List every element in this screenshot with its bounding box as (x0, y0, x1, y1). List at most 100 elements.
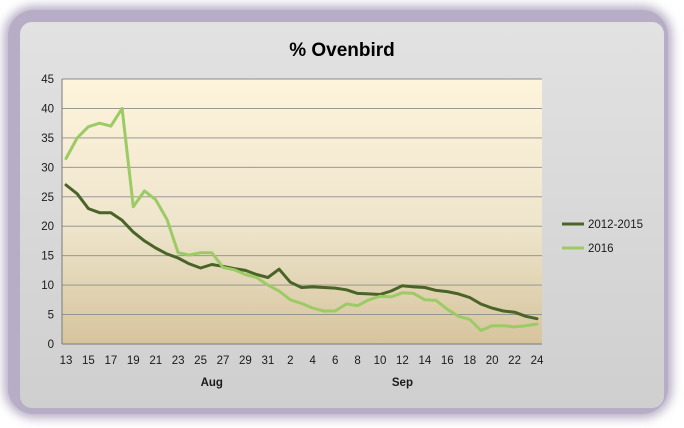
legend-label: 2016 (588, 243, 614, 255)
x-tick-label: 29 (239, 355, 252, 367)
x-tick-label: 12 (396, 355, 409, 367)
data-point (300, 286, 303, 289)
data-point (401, 292, 404, 294)
data-point (132, 231, 135, 233)
data-point (424, 286, 426, 289)
data-point (323, 310, 325, 312)
x-tick-label: 2 (287, 355, 293, 367)
x-tick-label: 6 (332, 355, 338, 367)
data-point (536, 317, 538, 320)
legend-item: 2016 (562, 243, 614, 255)
data-point (166, 218, 168, 220)
data-point (278, 268, 280, 271)
series-2 (64, 106, 539, 332)
x-tick-label: 22 (508, 355, 521, 367)
y-tick-label: 35 (41, 133, 54, 145)
data-point (188, 254, 191, 256)
data-point (334, 310, 336, 312)
y-tick-label: 40 (41, 103, 54, 115)
data-point (390, 290, 393, 292)
x-tick-label: 21 (149, 355, 162, 367)
data-point (457, 293, 460, 295)
data-point (525, 324, 527, 327)
data-point (480, 329, 482, 332)
legend-item: 2012-2015 (562, 219, 643, 231)
data-point (211, 263, 213, 266)
data-point (356, 292, 359, 295)
data-point (289, 281, 292, 284)
data-point (177, 257, 179, 259)
data-point (121, 219, 123, 222)
data-point (199, 267, 202, 269)
x-tick-label: 18 (463, 355, 476, 367)
data-point (289, 299, 292, 301)
data-point (491, 324, 493, 327)
data-point (345, 303, 348, 305)
data-point (401, 284, 404, 287)
series-lines (64, 106, 539, 332)
data-point (121, 107, 123, 110)
series-1 (64, 183, 539, 321)
data-point (323, 286, 325, 289)
data-point (65, 157, 67, 160)
data-point (368, 293, 370, 295)
data-point (177, 251, 179, 254)
chart-title: % Ovenbird (289, 40, 395, 61)
data-point (267, 284, 269, 286)
data-point (468, 296, 471, 299)
data-point (143, 240, 146, 242)
gridlines (62, 78, 542, 316)
data-point (502, 324, 505, 327)
data-point (154, 198, 157, 201)
data-point (76, 137, 78, 139)
data-point (87, 207, 90, 210)
x-tick-label: 13 (60, 355, 73, 367)
data-point (435, 299, 437, 302)
data-point (334, 287, 336, 289)
x-tick-label: 25 (194, 355, 207, 367)
x-tick-label: 16 (441, 355, 454, 367)
data-point (154, 247, 157, 249)
y-tick-label: 15 (41, 251, 54, 263)
data-point (255, 276, 258, 279)
data-point (356, 304, 359, 307)
data-point (525, 315, 527, 318)
x-tick-label: 17 (104, 355, 117, 367)
data-point (502, 310, 505, 312)
x-tick-label: 15 (82, 355, 95, 367)
x-tick-label: 27 (217, 355, 230, 367)
x-tick-label: 20 (486, 355, 499, 367)
x-tick-label: 24 (531, 355, 544, 367)
month-label: Sep (392, 377, 413, 389)
legend: 2012-2015 2016 (562, 219, 643, 255)
data-point (143, 190, 146, 192)
data-point (412, 286, 415, 288)
y-tick-label: 0 (48, 339, 54, 351)
data-point (390, 296, 393, 298)
data-point (457, 315, 460, 318)
data-point (311, 286, 314, 288)
data-point (166, 253, 168, 255)
data-point (513, 326, 516, 328)
legend-label: 2012-2015 (588, 219, 643, 231)
data-point (211, 251, 213, 254)
data-point (199, 251, 202, 254)
y-tick-label: 10 (41, 280, 54, 292)
data-point (110, 125, 112, 127)
data-point (480, 303, 482, 305)
x-tick-label: 10 (374, 355, 387, 367)
data-point (188, 263, 191, 265)
data-point (435, 289, 437, 292)
x-tick-label: 14 (418, 355, 431, 367)
data-point (311, 307, 314, 309)
y-tick-label: 5 (48, 310, 54, 322)
data-point (424, 299, 426, 301)
x-tick-label: 31 (261, 355, 274, 367)
data-point (222, 266, 224, 269)
data-point (446, 290, 449, 293)
data-point (278, 290, 280, 292)
data-point (446, 308, 449, 311)
data-point (233, 269, 235, 271)
